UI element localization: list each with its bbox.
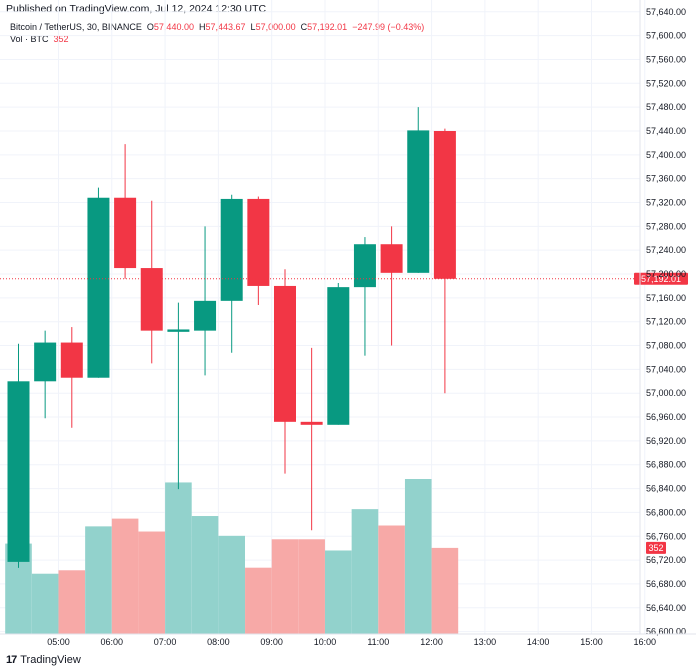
price-tick-label: 56,800.00 — [646, 507, 686, 517]
price-tick-label: 57,360.00 — [646, 174, 686, 184]
low-value: 57,000.00 — [255, 22, 296, 32]
candle-body — [433, 130, 456, 279]
price-tick-label: 56,720.00 — [646, 555, 686, 565]
price-tick-label: 56,640.00 — [646, 603, 686, 613]
price-tick-label: 57,600.00 — [646, 31, 686, 41]
price-tick-label: 57,120.00 — [646, 317, 686, 327]
price-tick-label: 57,080.00 — [646, 341, 686, 351]
low-label: L — [250, 22, 256, 32]
volume-bar — [245, 567, 272, 634]
price-tick-label: 57,320.00 — [646, 198, 686, 208]
time-tick-label: 09:00 — [260, 637, 283, 647]
time-tick-label: 16:00 — [634, 637, 657, 647]
time-tick-label: 14:00 — [527, 637, 550, 647]
volume-bar — [165, 482, 192, 634]
candle-body — [380, 244, 403, 273]
price-tick-label: 57,200.00 — [646, 269, 686, 279]
candle-body — [34, 342, 57, 382]
volume-bar — [271, 539, 299, 634]
time-tick-label: 07:00 — [154, 637, 177, 647]
volume-bar — [431, 547, 459, 634]
tradingview-footer[interactable]: 17 TradingView — [6, 654, 81, 666]
price-tick-label: 56,680.00 — [646, 579, 686, 589]
price-tick-label: 56,880.00 — [646, 460, 686, 470]
volume-bar — [325, 550, 352, 634]
last-volume-box — [646, 541, 666, 554]
open-label: O — [146, 22, 154, 32]
price-tick-label: 56,960.00 — [646, 412, 686, 422]
price-tick-label: 57,520.00 — [646, 78, 686, 88]
time-axis: 05:00 06:00 07:00 08:00 09:00 10:00 11:00 12:00… — [0, 633, 696, 647]
open-value: 57,440.00 — [153, 22, 194, 32]
volume-label: Vol · BTC — [10, 34, 49, 44]
candle-body — [327, 287, 350, 425]
candle-body — [140, 268, 163, 331]
last-price-label: 57,192.01 — [641, 274, 681, 284]
volume-bars — [5, 479, 459, 634]
price-axis: 56,600.00 56,640.00 56,680.00 56,720.00 56,7… — [639, 0, 686, 637]
volume-bar — [298, 539, 325, 634]
price-tick-label: 56,600.00 — [646, 627, 686, 637]
candle-body — [247, 198, 270, 286]
price-tick-label: 56,840.00 — [646, 484, 686, 494]
volume-bar — [138, 531, 166, 634]
volume-bar — [404, 479, 432, 634]
price-tick-label: 57,240.00 — [646, 245, 686, 255]
time-tick-label: 06:00 — [101, 637, 124, 647]
price-tick-label: 56,760.00 — [646, 531, 686, 541]
candle-body — [60, 342, 83, 378]
volume-bar — [218, 535, 245, 634]
high-label: H — [198, 22, 206, 32]
candle-body — [300, 421, 323, 425]
tradingview-logo-icon: 17 — [6, 654, 17, 666]
price-tick-label: 57,640.00 — [646, 7, 686, 17]
time-tick-label: 08:00 — [207, 637, 230, 647]
price-tick-label: 57,480.00 — [646, 102, 686, 112]
close-label: C — [300, 22, 308, 32]
price-tick-label: 57,040.00 — [646, 364, 686, 374]
price-tick-label: 57,280.00 — [646, 221, 686, 231]
candle-body — [353, 244, 376, 288]
time-tick-label: 15:00 — [580, 637, 603, 647]
ohlc-legend: Bitcoin / TetherUS, 30, BINANCE O57,440.… — [10, 22, 424, 32]
time-tick-label: 05:00 — [47, 637, 70, 647]
candle-body — [194, 300, 217, 331]
tradingview-brand: TradingView — [20, 654, 81, 666]
price-tick-label: 57,440.00 — [646, 126, 686, 136]
time-tick-label: 12:00 — [420, 637, 443, 647]
volume-bar — [31, 573, 59, 634]
volume-bar — [58, 570, 86, 634]
time-tick-label: 13:00 — [474, 637, 497, 647]
candle-body — [114, 197, 137, 269]
price-tick-label: 57,160.00 — [646, 293, 686, 303]
candle-body — [220, 198, 243, 301]
candle-body — [274, 285, 296, 422]
price-tick-label: 57,000.00 — [646, 388, 686, 398]
candle-body — [407, 130, 430, 273]
change-value: −247.99 (−0.43%) — [352, 22, 425, 32]
last-price-box — [634, 272, 688, 285]
volume-bar — [351, 509, 379, 634]
high-value: 57,443.67 — [205, 22, 246, 32]
candle-body — [7, 381, 30, 562]
last-volume-label: 352 — [648, 543, 663, 553]
volume-bar — [378, 525, 405, 634]
volume-bar — [85, 526, 112, 634]
symbol-label: Bitcoin / TetherUS, 30, BINANCE — [10, 22, 142, 32]
price-tick-label: 57,560.00 — [646, 54, 686, 64]
time-tick-label: 11:00 — [367, 637, 389, 647]
volume-legend: Vol · BTC 352 — [10, 34, 69, 44]
candle-body — [87, 197, 110, 378]
last-price-line: 57,192.01 352 — [0, 272, 688, 554]
price-tick-label: 56,920.00 — [646, 436, 686, 446]
candle-body — [167, 329, 190, 332]
time-tick-label: 10:00 — [314, 637, 337, 647]
candles — [7, 107, 456, 568]
close-value: 57,192.01 — [307, 22, 348, 32]
price-tick-label: 57,400.00 — [646, 150, 686, 160]
volume-bar — [111, 518, 139, 634]
volume-value: 352 — [53, 34, 69, 44]
volume-bar — [191, 516, 219, 634]
